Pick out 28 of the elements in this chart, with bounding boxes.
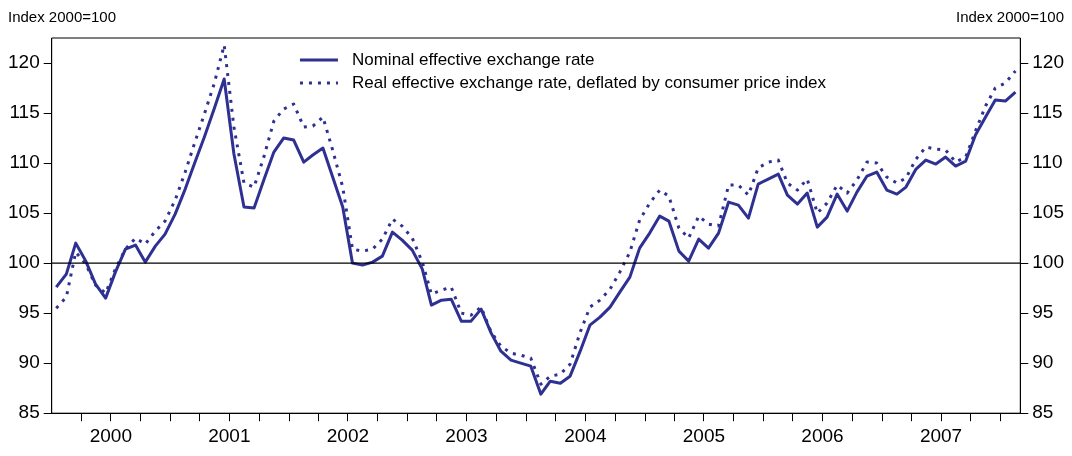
- y-tick-label: 115: [9, 101, 40, 123]
- y-tick-label: 95: [18, 301, 40, 323]
- y2-tick-label: 90: [1032, 351, 1054, 373]
- x-tick-label: 2004: [564, 424, 607, 446]
- y-tick-label: 110: [9, 151, 40, 173]
- y-tick-label: 100: [8, 251, 40, 273]
- y2-tick-label: 85: [1032, 401, 1054, 423]
- x-tick-label: 2003: [445, 424, 488, 446]
- y2-tick-label: 95: [1032, 301, 1054, 323]
- y-tick-label: 105: [8, 201, 40, 223]
- legend-label: Real effective exchange rate, deflated by consumer price index: [351, 72, 827, 92]
- x-tick-label: 2000: [89, 424, 132, 446]
- legend-label: Nominal effective exchange rate: [351, 49, 595, 69]
- x-tick-label: 2007: [919, 424, 963, 446]
- y2-tick-label: 100: [1032, 251, 1064, 273]
- x-tick-label: 2005: [682, 424, 726, 446]
- y2-tick-label: 120: [1032, 51, 1064, 73]
- y-tick-label: 90: [18, 351, 40, 373]
- y2-tick-label: 110: [1032, 151, 1063, 173]
- x-tick-label: 2006: [801, 424, 844, 446]
- y-tick-label: 85: [18, 401, 40, 423]
- y2-tick-label: 115: [1032, 101, 1063, 123]
- x-tick-label: 2001: [208, 424, 251, 446]
- x-tick-label: 2002: [326, 424, 370, 446]
- y-tick-label: 120: [8, 51, 40, 73]
- y2-axis-title: Index 2000=100: [955, 8, 1064, 25]
- y-axis-title: Index 2000=100: [8, 8, 117, 25]
- y2-tick-label: 105: [1032, 201, 1064, 223]
